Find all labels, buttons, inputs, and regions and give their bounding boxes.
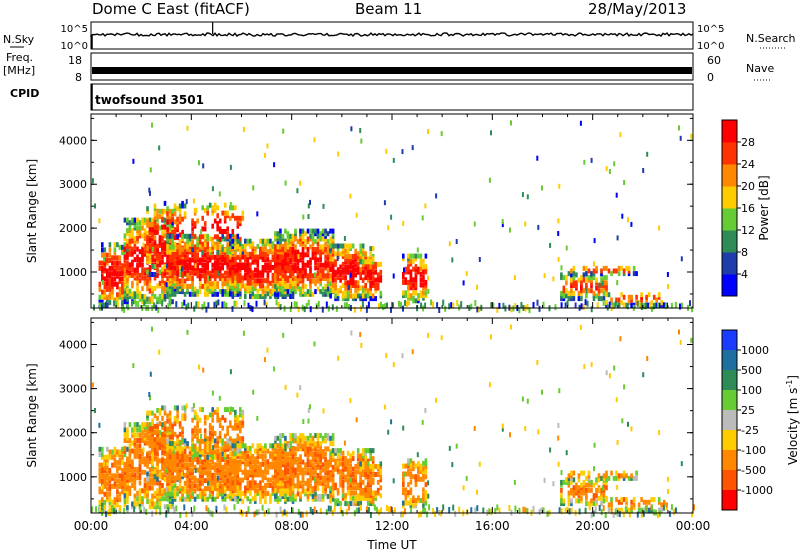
velocity-label-exponent: -1	[785, 380, 794, 388]
time-tick-label: 04:00	[174, 519, 209, 533]
nave-label: Nave	[746, 62, 774, 75]
time-tick-label: 12:00	[375, 519, 410, 533]
cpid-frame	[90, 83, 694, 111]
noise-ytick-left-top: 10^5	[61, 24, 88, 35]
station-title: Dome C East (fitACF)	[92, 0, 250, 18]
noise-ytick-left-bottom: 10^0	[61, 41, 88, 52]
vel-colorbar-segment	[722, 330, 737, 351]
time-axis-label: Time UT	[366, 538, 417, 552]
vel-colorbar-segment	[722, 350, 737, 371]
cpid-label: CPID	[10, 87, 39, 100]
vel-colorbar-tick-label: 25	[741, 404, 755, 417]
time-tick-label: 00:00	[676, 519, 711, 533]
vel-colorbar-tick-label: 1000	[741, 344, 769, 357]
vel-ylabel: Slant Range [km]	[25, 363, 39, 467]
vel-colorbar-segment	[722, 470, 737, 491]
vel-colorbar-tick-label: -500	[741, 464, 766, 477]
time-tick-label: 08:00	[274, 519, 309, 533]
date-label: 28/May/2013	[588, 0, 687, 18]
freq-ytick-top: 18	[68, 54, 82, 67]
frequency-panel: Freq.[MHz] CPID Nave 18 8 60 0	[3, 51, 774, 100]
vel-colorbar-segment	[722, 450, 737, 471]
power-colorbar-tick-label: 8	[741, 246, 748, 259]
nsky-label: N.Sky	[3, 33, 35, 46]
power-colorbar: 4 8 12 16 20 24 28 Power [dB]	[721, 119, 771, 297]
power-colorbar-tick-label: 4	[741, 268, 748, 281]
vel-ytick-label: 1000	[59, 471, 87, 484]
vel-colorbar-segment	[722, 490, 737, 511]
power-colorbar-tick-label: 16	[741, 202, 755, 215]
vel-colorbar-frame	[721, 329, 738, 511]
beam-label: Beam 11	[355, 0, 423, 18]
power-colorbar-segment	[722, 164, 737, 187]
vel-colorbar-segment	[722, 430, 737, 451]
vel-colorbar-segment	[722, 410, 737, 431]
noise-panel: N.Sky N.Search 10^5 10^0 10^5 10^0	[3, 21, 796, 52]
vel-ytick-label: 2000	[59, 427, 87, 440]
vel-ytick-label: 4000	[59, 338, 87, 351]
power-ytick-label: 4000	[59, 134, 87, 147]
velocity-colorbar: 1000 500 100 25 -25 -100 -500 -1000 Velocity [m …	[721, 329, 800, 511]
vel-colorbar-segment	[722, 370, 737, 391]
freq-unit-label: [MHz]	[3, 64, 35, 77]
power-colorbar-tick-label: 20	[741, 180, 755, 193]
vel-colorbar-tick-label: 500	[741, 364, 762, 377]
freq-ytick-bottom: 8	[75, 71, 82, 84]
velocity-panel: 1000 2000 3000 4000 Slant Range [km] 00:00 04:…	[25, 317, 711, 552]
power-colorbar-segment	[722, 208, 737, 231]
nave-ytick-top: 60	[707, 54, 721, 67]
power-colorbar-label: Power [dB]	[757, 175, 771, 240]
cpid-value: twofsound 3501	[95, 93, 204, 107]
time-tick-label: 16:00	[475, 519, 510, 533]
vel-colorbar-tick-label: -1000	[741, 484, 773, 497]
velocity-label-unit: [m s	[786, 388, 800, 414]
power-ytick-label: 3000	[59, 178, 87, 191]
nsearch-label: N.Search	[746, 32, 796, 45]
velocity-colorbar-label: Velocity [m s-1]	[785, 375, 800, 465]
power-ytick-label: 1000	[59, 266, 87, 279]
power-colorbar-segment	[722, 230, 737, 253]
power-panel: 1000 2000 3000 4000 Slant Range [km]	[25, 113, 694, 314]
power-colorbar-tick-label: 24	[741, 158, 755, 171]
freq-label: Freq.	[6, 51, 33, 64]
velocity-label-close: ]	[786, 375, 800, 380]
vel-colorbar-tick-label: -100	[741, 444, 766, 457]
power-ylabel: Slant Range [km]	[25, 159, 39, 263]
vel-colorbar-segment	[722, 390, 737, 411]
power-ytick-label: 2000	[59, 222, 87, 235]
power-colorbar-segment	[722, 274, 737, 297]
power-colorbar-tick-label: 28	[741, 136, 755, 149]
freq-frame	[90, 52, 694, 81]
velocity-label-name: Velocity	[786, 414, 800, 465]
noise-ytick-right-top: 10^5	[697, 24, 724, 35]
time-tick-label: 20:00	[575, 519, 610, 533]
power-colorbar-segment	[722, 142, 737, 165]
vel-data	[91, 324, 695, 519]
noise-ytick-right-bottom: 10^0	[697, 41, 724, 52]
power-colorbar-tick-label: 12	[741, 224, 755, 237]
power-colorbar-segment	[722, 186, 737, 209]
power-data	[91, 120, 693, 314]
power-colorbar-segment	[722, 120, 737, 143]
time-tick-label: 00:00	[74, 519, 109, 533]
noise-trace	[90, 32, 694, 38]
vel-colorbar-tick-label: 100	[741, 384, 762, 397]
nave-ytick-bottom: 0	[707, 71, 714, 84]
power-colorbar-segment	[722, 252, 737, 275]
vel-ytick-label: 3000	[59, 383, 87, 396]
cpid-panel: twofsound 3501	[90, 83, 694, 111]
vel-colorbar-tick-label: -25	[741, 424, 759, 437]
freq-band	[92, 67, 692, 74]
